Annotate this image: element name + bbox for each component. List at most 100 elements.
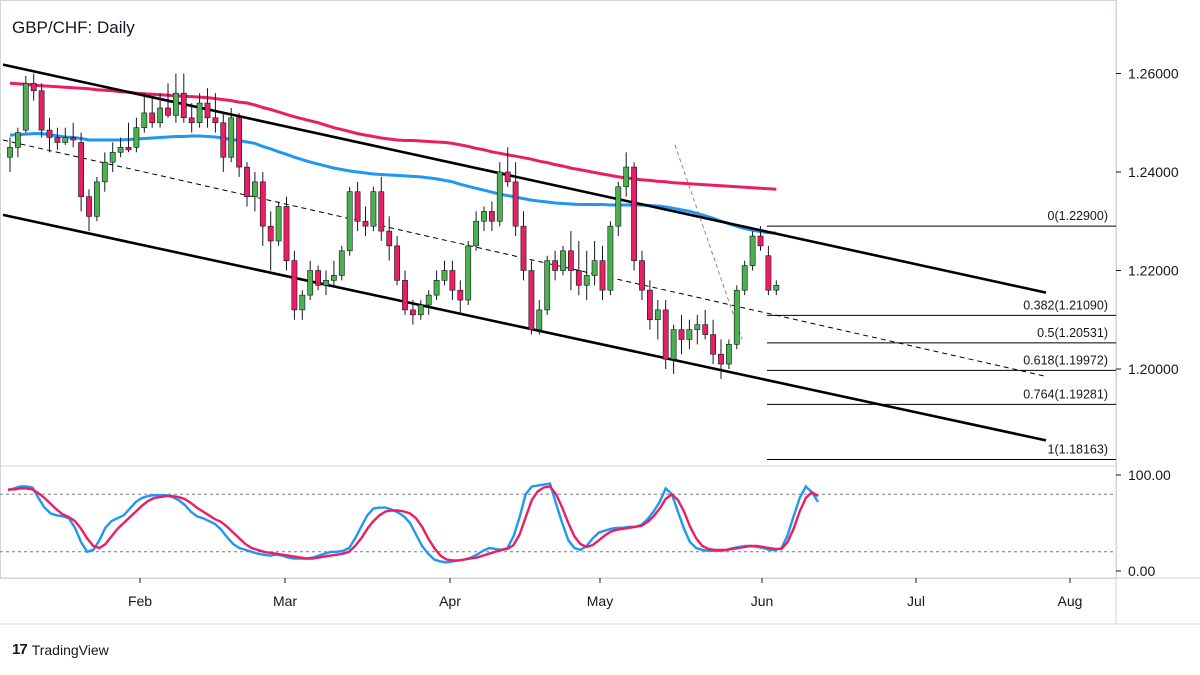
candle — [315, 265, 321, 291]
candle-body — [765, 255, 772, 291]
candle — [710, 319, 716, 365]
candle-body — [702, 324, 709, 335]
candle — [157, 93, 163, 128]
price-tick-label: 1.26000 — [1128, 66, 1179, 82]
candle — [765, 245, 772, 296]
candle — [54, 127, 61, 150]
candle — [425, 290, 432, 315]
candle-body — [591, 260, 598, 276]
candle-body — [417, 304, 424, 316]
candle-body — [330, 275, 337, 281]
candle-body — [315, 270, 321, 286]
candle-body — [22, 83, 29, 131]
tradingview-brand[interactable]: 17 TradingView — [12, 641, 109, 658]
candle — [702, 309, 709, 340]
candle — [449, 260, 456, 301]
candle — [560, 245, 566, 276]
candle-body — [62, 137, 69, 143]
candle-body — [228, 117, 235, 158]
candle — [62, 127, 69, 145]
candle-body — [433, 280, 440, 296]
candle — [599, 245, 606, 301]
candle — [654, 300, 661, 340]
candle-body — [46, 129, 53, 138]
moving-average-line — [9, 132, 777, 235]
candle — [299, 290, 306, 320]
time-tick-label: May — [587, 593, 613, 609]
candle — [267, 211, 274, 271]
candle-body — [38, 90, 45, 131]
candle-body — [117, 147, 124, 153]
candle — [354, 181, 361, 232]
candle — [330, 260, 337, 286]
candle — [204, 88, 211, 128]
candle-body — [54, 137, 61, 143]
fib-level-label: 0.382(1.21090) — [1023, 298, 1108, 312]
candle — [94, 176, 100, 222]
candle — [125, 122, 132, 153]
candle — [773, 280, 780, 296]
candle — [488, 201, 495, 232]
fib-level-label: 0.764(1.19281) — [1023, 387, 1108, 401]
candle — [646, 280, 653, 330]
candle-body — [386, 230, 393, 247]
candle-body — [149, 112, 156, 124]
fib-level-label: 1(1.18163) — [1048, 442, 1108, 456]
candle-body — [370, 191, 377, 227]
candle-body — [165, 107, 171, 116]
candle — [323, 270, 329, 296]
candle-body — [575, 270, 582, 286]
candle — [370, 186, 377, 232]
candle-body — [409, 309, 416, 316]
candle-body — [173, 92, 179, 116]
candle-body — [481, 211, 487, 222]
candle — [441, 260, 448, 286]
stochastic-d-line — [8, 485, 819, 562]
time-tick-label: Aug — [1058, 593, 1083, 609]
candle-body — [402, 280, 408, 311]
fib-level-label: 0.618(1.19972) — [1023, 353, 1108, 367]
candle-body — [94, 181, 100, 217]
candle — [30, 73, 37, 101]
candle — [212, 93, 219, 133]
fibonacci-extension: 0(1.22900) 0.382(1.21090) 0.5(1.20531) 0.61… — [767, 209, 1116, 460]
candle — [259, 172, 266, 246]
candle — [757, 226, 764, 251]
candle-body — [30, 83, 37, 92]
candle — [567, 231, 574, 291]
candle — [307, 260, 314, 301]
candle — [378, 176, 385, 241]
candle — [473, 211, 479, 251]
candlestick-series — [7, 73, 780, 379]
candle-body — [244, 166, 250, 197]
candle — [733, 285, 740, 350]
candle-body — [639, 260, 645, 291]
candle — [220, 112, 227, 172]
candle-body — [196, 102, 203, 124]
stochastic-oscillator — [0, 482, 1116, 564]
candle — [725, 339, 732, 369]
candle-body — [275, 206, 282, 242]
candle-body — [252, 181, 258, 197]
candle-body — [236, 117, 242, 168]
candle — [394, 236, 400, 286]
candle-body — [725, 344, 732, 365]
candle — [670, 324, 677, 374]
candle — [544, 255, 551, 315]
candle — [109, 142, 116, 172]
price-tick-label: 1.22000 — [1128, 263, 1179, 279]
candle — [457, 280, 464, 315]
candle-body — [544, 260, 551, 311]
candle-body — [70, 137, 77, 141]
time-tick-label: Mar — [273, 593, 297, 609]
candle — [70, 122, 77, 148]
candle — [165, 83, 171, 118]
candle-body — [654, 309, 661, 321]
candle — [117, 137, 124, 158]
candle-body — [631, 166, 637, 261]
candle — [180, 73, 187, 123]
time-tick-label: Jun — [751, 593, 774, 609]
candle — [536, 300, 543, 335]
candle-body — [441, 270, 448, 281]
